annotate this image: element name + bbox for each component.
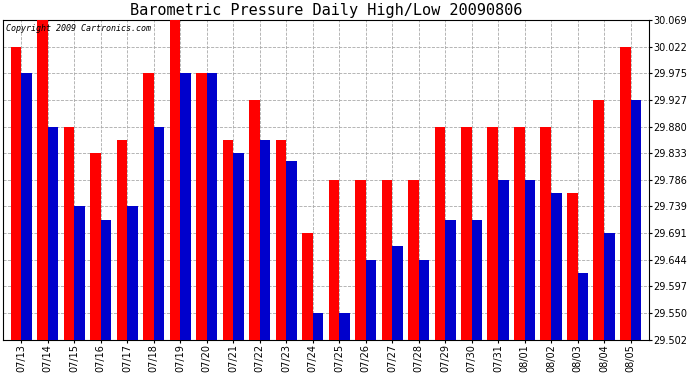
Bar [75,206,85,340]
Bar [302,233,313,340]
Bar [540,127,551,340]
Bar [63,127,75,340]
Bar [101,220,111,340]
Bar [127,206,138,340]
Bar [275,140,286,340]
Bar [488,127,498,340]
Bar [249,100,259,340]
Bar [514,127,524,340]
Bar [593,100,604,340]
Bar [37,20,48,340]
Bar [524,180,535,340]
Bar [223,140,233,340]
Bar [471,220,482,340]
Bar [408,180,419,340]
Bar [196,74,207,340]
Bar [366,260,376,340]
Bar [21,74,32,340]
Bar [604,233,615,340]
Bar [339,313,350,340]
Bar [631,100,641,340]
Bar [117,140,127,340]
Bar [143,74,154,340]
Bar [419,260,429,340]
Bar [259,140,270,340]
Bar [313,313,324,340]
Bar [461,127,471,340]
Bar [233,153,244,340]
Bar [382,180,392,340]
Bar [90,153,101,340]
Bar [170,20,180,340]
Bar [48,127,59,340]
Bar [551,194,562,340]
Bar [498,180,509,340]
Title: Barometric Pressure Daily High/Low 20090806: Barometric Pressure Daily High/Low 20090… [130,3,522,18]
Bar [392,246,403,340]
Bar [180,74,191,340]
Bar [11,47,21,340]
Bar [154,127,164,340]
Bar [328,180,339,340]
Bar [207,74,217,340]
Bar [286,160,297,340]
Bar [445,220,455,340]
Bar [567,194,578,340]
Bar [620,47,631,340]
Bar [355,180,366,340]
Text: Copyright 2009 Cartronics.com: Copyright 2009 Cartronics.com [6,24,151,33]
Bar [578,273,588,340]
Bar [435,127,445,340]
